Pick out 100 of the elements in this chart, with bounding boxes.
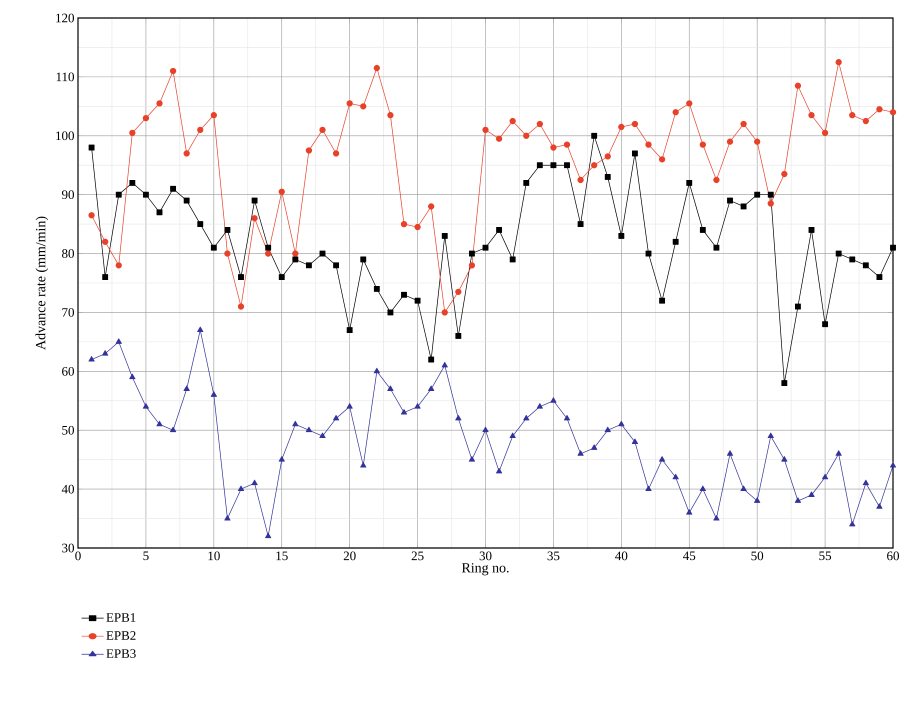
point: [129, 180, 136, 186]
point: [156, 100, 163, 107]
point: [442, 362, 448, 368]
point: [184, 198, 190, 204]
point: [577, 450, 584, 456]
point: [646, 250, 652, 256]
point: [523, 132, 530, 139]
point: [672, 109, 679, 116]
point: [88, 144, 95, 150]
point: [659, 298, 666, 304]
point: [184, 385, 190, 391]
point: [238, 274, 244, 280]
point: [591, 444, 598, 450]
point: [836, 450, 842, 456]
point: [102, 274, 108, 280]
point: [808, 112, 815, 118]
point: [400, 409, 408, 414]
point: [468, 262, 476, 268]
point: [672, 474, 679, 480]
point: [428, 203, 434, 210]
point: [251, 480, 258, 486]
point: [740, 486, 747, 492]
point: [360, 256, 366, 262]
point: [618, 124, 624, 130]
point: [564, 414, 570, 420]
point: [170, 68, 176, 74]
point: [468, 250, 475, 256]
point: [822, 321, 828, 328]
point: [604, 426, 611, 432]
point: [713, 244, 720, 251]
point: [238, 486, 244, 492]
point: [332, 150, 340, 157]
point: [197, 326, 204, 332]
point: [713, 515, 720, 520]
point: [604, 153, 611, 160]
point: [510, 256, 516, 262]
point: [632, 120, 638, 128]
point: [306, 262, 312, 268]
point: [768, 432, 774, 438]
point: [618, 232, 624, 239]
point: [414, 224, 421, 230]
point: [414, 403, 421, 409]
x-tick-label: 35: [548, 552, 560, 560]
point: [822, 474, 828, 480]
point: [224, 227, 230, 233]
point: [632, 150, 638, 156]
x-tick-label: 10: [208, 552, 220, 560]
point: [849, 520, 856, 526]
point: [428, 356, 434, 362]
y-axis-title: Advance rate (mm/min): [36, 216, 48, 350]
point: [726, 138, 734, 145]
point: [876, 274, 882, 280]
y-tick-label: 50: [62, 426, 74, 435]
point: [428, 385, 434, 391]
point: [536, 120, 543, 128]
point: [645, 141, 652, 148]
point: [604, 174, 611, 180]
point: [550, 162, 556, 168]
y-tick-label: 40: [62, 484, 74, 494]
point: [252, 198, 258, 204]
point: [768, 192, 774, 198]
point: [536, 162, 543, 168]
point: [374, 64, 380, 72]
point: [658, 156, 666, 162]
point: [700, 227, 706, 233]
y-tick-label: 60: [62, 366, 74, 376]
point: [510, 432, 516, 438]
point: [88, 356, 95, 362]
x-tick-label: 15: [276, 552, 288, 560]
point: [564, 141, 570, 148]
point: [591, 132, 598, 139]
point: [265, 244, 272, 251]
point: [116, 192, 122, 198]
x-tick-label: 40: [615, 552, 628, 560]
point: [836, 59, 842, 66]
point: [333, 262, 340, 268]
point: [754, 138, 760, 145]
point: [564, 162, 570, 168]
point: [278, 456, 285, 462]
point: [210, 112, 217, 118]
point: [251, 215, 258, 222]
point: [387, 310, 394, 316]
point: [156, 209, 162, 216]
point: [278, 274, 285, 280]
point: [754, 497, 760, 503]
point: [890, 244, 896, 251]
point: [129, 130, 136, 136]
point: [346, 327, 353, 334]
point: [768, 200, 774, 207]
point: [319, 432, 326, 438]
x-axis-title: Ring no.: [462, 563, 509, 576]
point: [346, 403, 353, 409]
y-tick-label: 110: [56, 72, 74, 82]
point: [197, 126, 204, 134]
point: [536, 403, 543, 409]
point: [862, 480, 869, 486]
point: [374, 286, 380, 292]
point: [319, 126, 326, 134]
point: [822, 130, 828, 136]
point: [224, 515, 231, 520]
